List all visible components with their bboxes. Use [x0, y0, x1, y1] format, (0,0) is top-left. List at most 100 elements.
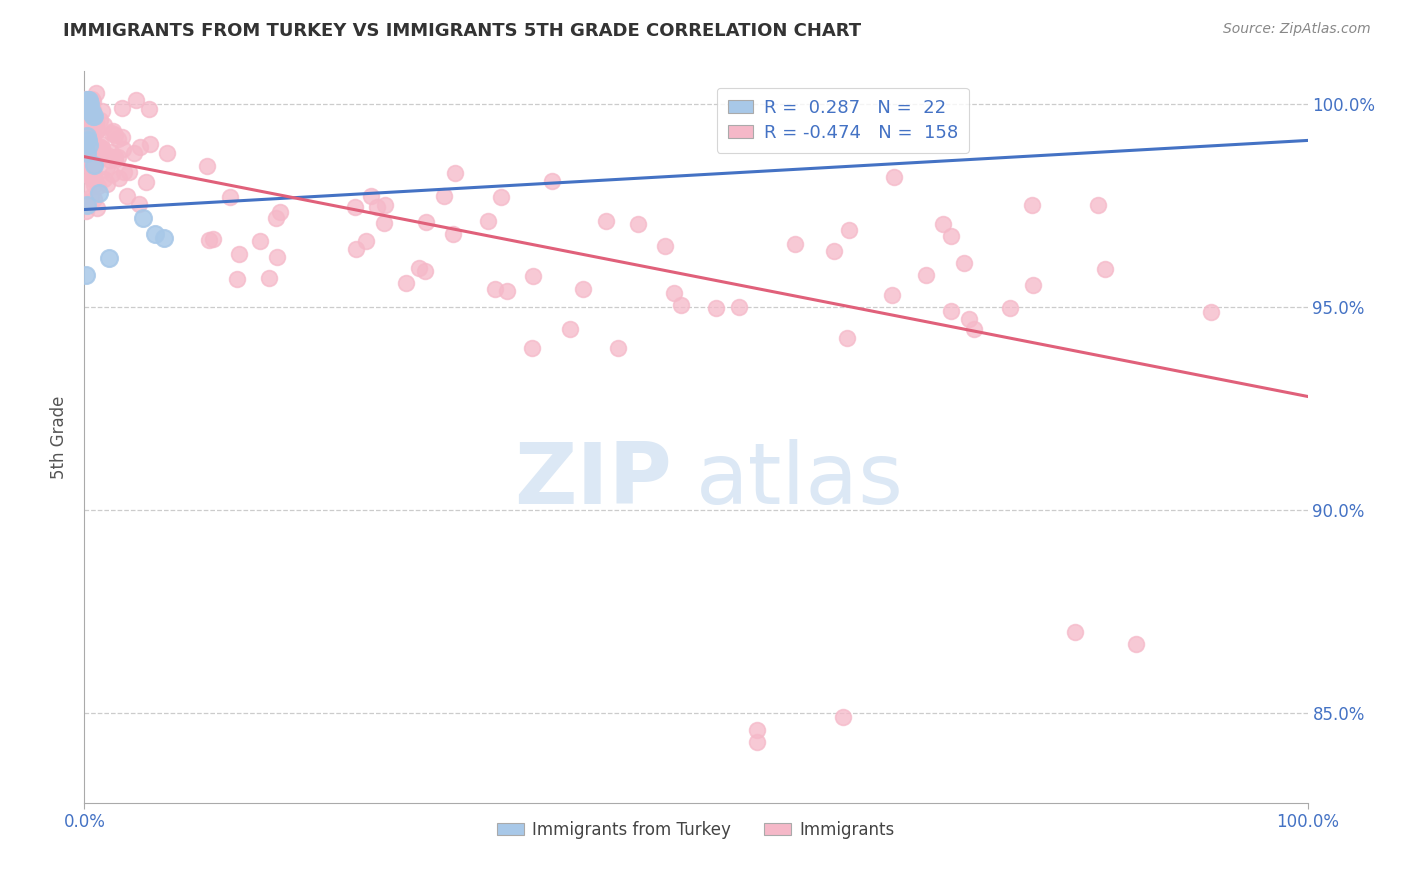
Point	[1021, 198, 1043, 212]
Point	[491, 190, 513, 204]
Point	[343, 200, 366, 214]
Point	[80, 161, 103, 175]
Point	[75, 100, 97, 114]
Point	[1125, 637, 1147, 651]
Point	[360, 188, 382, 202]
Point	[77, 101, 100, 115]
Point	[83, 158, 105, 172]
Point	[132, 211, 155, 225]
Point	[444, 166, 467, 180]
Point	[107, 150, 129, 164]
Point	[201, 231, 224, 245]
Point	[75, 157, 97, 171]
Point	[77, 137, 100, 152]
Point	[344, 242, 367, 256]
Point	[86, 123, 108, 137]
Point	[75, 92, 97, 106]
Point	[76, 129, 98, 144]
Point	[104, 152, 127, 166]
Point	[79, 105, 101, 120]
Point	[939, 304, 962, 318]
Point	[366, 200, 388, 214]
Point	[86, 123, 108, 137]
Point	[76, 93, 98, 107]
Point	[82, 128, 104, 143]
Point	[135, 175, 157, 189]
Point	[269, 205, 291, 219]
Point	[79, 96, 101, 111]
Point	[80, 169, 103, 184]
Point	[495, 284, 517, 298]
Legend: Immigrants from Turkey, Immigrants: Immigrants from Turkey, Immigrants	[491, 814, 901, 846]
Point	[77, 137, 100, 152]
Point	[107, 132, 129, 146]
Text: IMMIGRANTS FROM TURKEY VS IMMIGRANTS 5TH GRADE CORRELATION CHART: IMMIGRANTS FROM TURKEY VS IMMIGRANTS 5TH…	[63, 22, 862, 40]
Point	[86, 138, 108, 153]
Point	[1064, 625, 1087, 640]
Point	[128, 140, 150, 154]
Point	[76, 198, 98, 212]
Point	[98, 153, 121, 168]
Point	[558, 322, 581, 336]
Point	[76, 110, 98, 124]
Point	[75, 112, 97, 126]
Point	[96, 177, 118, 191]
Point	[90, 146, 112, 161]
Point	[959, 311, 981, 326]
Point	[83, 169, 105, 184]
Point	[89, 141, 111, 155]
Point	[80, 149, 103, 163]
Point	[477, 214, 499, 228]
Text: atlas: atlas	[696, 440, 904, 523]
Point	[77, 133, 100, 147]
Point	[706, 301, 728, 315]
Point	[75, 195, 97, 210]
Point	[82, 94, 104, 108]
Point	[118, 165, 141, 179]
Point	[838, 223, 860, 237]
Point	[76, 140, 98, 154]
Point	[87, 139, 110, 153]
Point	[93, 172, 115, 186]
Point	[90, 103, 112, 118]
Point	[90, 141, 112, 155]
Point	[89, 112, 111, 127]
Point	[408, 261, 430, 276]
Point	[84, 115, 107, 129]
Point	[107, 171, 129, 186]
Point	[443, 227, 465, 242]
Point	[112, 165, 135, 179]
Point	[97, 252, 120, 266]
Point	[1094, 262, 1116, 277]
Point	[82, 109, 104, 123]
Point	[374, 198, 396, 212]
Point	[87, 186, 110, 201]
Point	[607, 341, 630, 355]
Point	[1022, 277, 1045, 292]
Point	[80, 169, 103, 184]
Point	[522, 341, 544, 355]
Point	[93, 119, 115, 133]
Text: Source: ZipAtlas.com: Source: ZipAtlas.com	[1223, 22, 1371, 37]
Point	[83, 109, 105, 123]
Point	[80, 105, 103, 120]
Point	[156, 146, 179, 161]
Point	[83, 178, 105, 192]
Point	[932, 217, 955, 231]
Point	[117, 189, 139, 203]
Point	[264, 211, 287, 226]
Point	[100, 126, 122, 140]
Point	[77, 93, 100, 107]
Point	[96, 148, 118, 162]
Point	[122, 146, 145, 161]
Point	[104, 128, 127, 142]
Point	[77, 115, 100, 129]
Point	[952, 256, 974, 270]
Point	[86, 179, 108, 194]
Point	[747, 735, 769, 749]
Point	[84, 86, 107, 100]
Point	[77, 181, 100, 195]
Point	[111, 142, 134, 156]
Point	[111, 129, 134, 144]
Point	[80, 172, 103, 186]
